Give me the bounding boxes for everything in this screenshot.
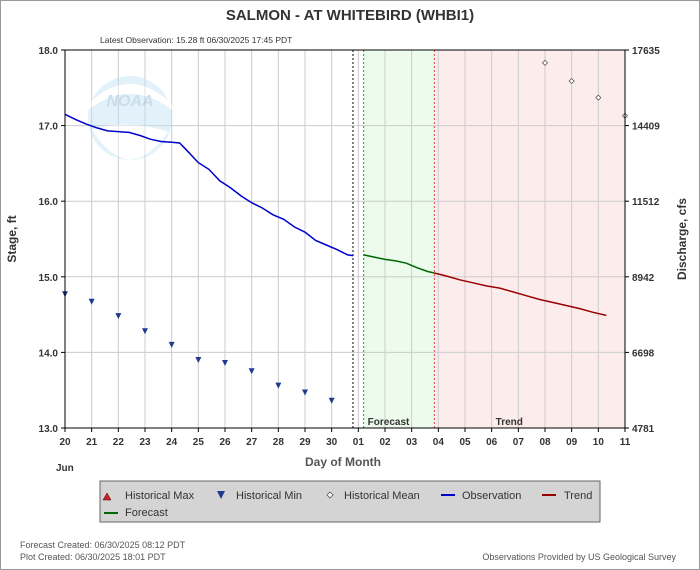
x-tick-label: 29 [299,437,311,448]
y-tick-label: 14.0 [39,348,59,359]
x-tick-label: 26 [219,437,231,448]
region-trend [434,50,625,428]
y2-axis-label: Discharge, cfs [675,198,689,280]
legend-trend: Trend [542,490,592,502]
legend-historical-min: Historical Min [217,490,302,502]
legend-historical-mean: Historical Mean [326,490,420,502]
region-labels: Forecast Trend [368,417,523,428]
grid [65,50,625,428]
x-tick-label: 20 [59,437,71,448]
plot-created: Plot Created: 06/30/2025 18:01 PDT [20,552,166,562]
legend-label: Trend [564,490,592,502]
x-tick-label: 28 [273,437,285,448]
x-tick-label: 06 [486,437,498,448]
x-tick-label: 10 [593,437,605,448]
y-tick-label: 16.0 [39,197,59,208]
plot-border [64,49,626,429]
forecast-regions [363,50,625,428]
legend-label: Observation [462,490,521,502]
historical-min-marker [302,389,308,396]
region-label-trend: Trend [496,417,523,428]
y2-tick-label: 4781 [632,424,655,435]
historical-mean-marker [568,77,575,85]
y-tick-label: 13.0 [39,424,59,435]
series-forecast-line [363,254,435,274]
x-tick-label: 25 [193,437,205,448]
historical-mean-marker [541,59,549,66]
historical-min-marker [168,341,175,348]
x-tick-label: 09 [566,437,578,448]
chart-title: SALMON - AT WHITEBIRD (WHBI1) [226,7,474,24]
series-layer [64,113,607,317]
x-tick-label: 11 [620,437,631,448]
y-tick-label: 18.0 [39,46,59,57]
y-tick-label: 17.0 [39,122,59,133]
month-label: Jun [56,463,74,474]
data-provider: Observations Provided by US Geological S… [482,552,676,562]
x-tick-label: 01 [353,437,365,448]
y2-tick-label: 11512 [632,197,660,208]
x-tick-label: 24 [166,437,178,448]
legend-label: Historical Min [236,490,302,502]
y-axis-label: Stage, ft [5,215,19,262]
x-tick-label: 22 [113,437,125,448]
x-tick-label: 08 [539,437,551,448]
historical-min-marker [328,397,335,404]
legend: Historical Max Historical Min Historical… [99,480,601,523]
noaa-logo: NOAA [88,76,172,160]
historical-mean-marker [595,94,602,101]
y2-tick-label: 6698 [632,348,655,359]
x-axis-ticks: 20 21 22 23 24 25 26 27 28 29 30 01 02 03 04 05 06 07 08 09… [59,428,631,448]
x-tick-label: 30 [326,437,338,448]
y2-tick-label: 8942 [632,273,655,284]
region-label-forecast: Forecast [368,417,410,428]
x-tick-label: 21 [86,437,98,448]
region-forecast [363,50,435,428]
noaa-logo-text: NOAA [106,93,153,110]
down-triangle-icon [217,491,225,499]
x-tick-label: 04 [433,437,445,448]
legend-label: Historical Max [125,490,195,502]
historical-min-marker [88,298,95,305]
series-trend-line [434,272,607,317]
legend-observation: Observation [441,490,521,502]
historical-min-marker [275,382,282,389]
y-tick-label: 15.0 [39,273,59,284]
y2-tick-label: 17635 [632,46,660,57]
x-tick-label: 27 [246,437,258,448]
historical-min-marker [115,313,122,320]
y-axis-ticks: 13.0 14.0 15.0 16.0 17.0 18.0 [39,46,65,435]
diamond-icon [326,491,334,499]
x-axis-label: Day of Month [305,455,381,469]
y2-tick-label: 14409 [632,122,660,133]
legend-box [99,480,601,523]
legend-historical-max: Historical Max [102,490,195,502]
marker-layer [62,59,629,404]
x-tick-label: 23 [139,437,151,448]
x-tick-label: 03 [406,437,418,448]
historical-min-marker [222,359,228,366]
historical-min-marker [248,368,255,375]
forecast-created: Forecast Created: 06/30/2025 08:12 PDT [20,540,186,550]
x-tick-label: 05 [459,437,471,448]
historical-min-marker [195,356,202,363]
x-tick-label: 07 [513,437,525,448]
legend-forecast: Forecast [104,507,168,519]
y2-axis-ticks: 4781 6698 8942 11512 14409 17635 [625,46,660,435]
up-triangle-icon [102,492,112,501]
x-tick-label: 02 [379,437,391,448]
legend-label: Historical Mean [344,490,420,502]
legend-label: Forecast [125,507,168,519]
series-observation-line [64,113,354,257]
latest-observation: Latest Observation: 15.28 ft 06/30/2025 … [100,35,292,45]
historical-min-marker [142,328,148,335]
